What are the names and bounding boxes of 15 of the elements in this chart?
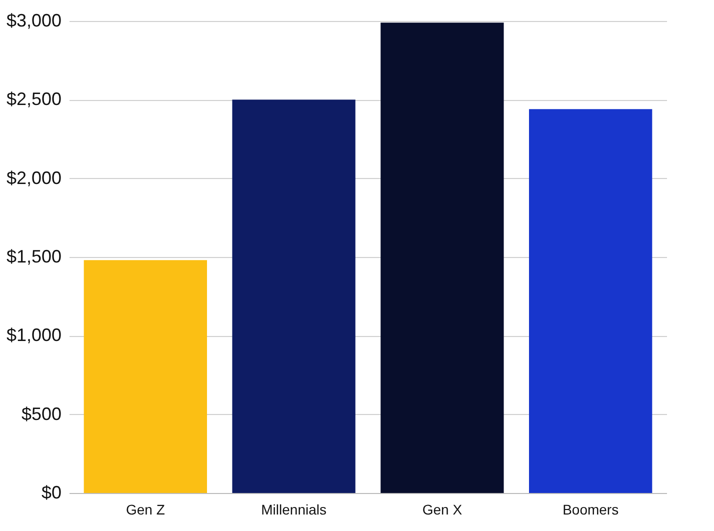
bar xyxy=(380,22,504,493)
x-tick-label: Boomers xyxy=(562,502,619,518)
y-tick-label: $2,000 xyxy=(6,168,62,188)
y-tick-label: $3,000 xyxy=(6,10,62,30)
x-tick-label: Gen Z xyxy=(126,502,166,518)
x-tick-label: Millennials xyxy=(261,502,326,518)
y-tick-label: $0 xyxy=(41,482,62,502)
bar xyxy=(529,109,652,493)
y-tick-label: $1,000 xyxy=(6,325,62,346)
y-tick-label: $1,500 xyxy=(6,246,62,266)
x-tick-label: Gen X xyxy=(422,502,463,518)
bar xyxy=(84,260,207,493)
bar xyxy=(232,100,356,493)
y-tick-label: $2,500 xyxy=(6,89,62,110)
y-tick-label: $500 xyxy=(21,404,62,424)
